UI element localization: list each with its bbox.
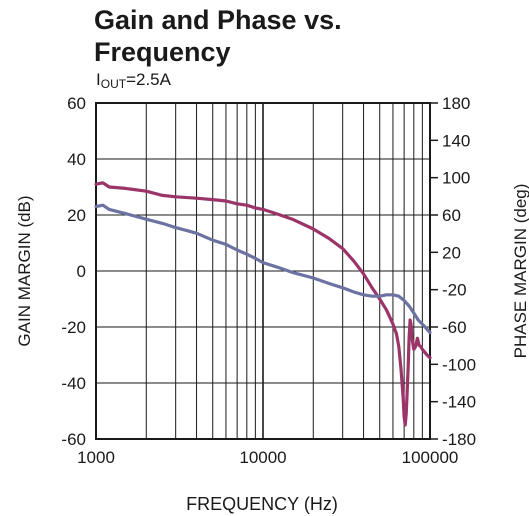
plot-frame: [95, 102, 431, 440]
series-line-2: [94, 203, 432, 335]
y-right-tick-label: 100: [442, 169, 470, 188]
y-left-tick-label: -20: [61, 318, 86, 337]
right-axis-ticks: 180 140 100 60 20 -20 -60 -100 -140 -180: [430, 94, 476, 449]
y-right-tick-label: -60: [442, 318, 467, 337]
series-line-1: [94, 181, 432, 427]
chart-title-line1: Gain and Phase vs.: [94, 5, 342, 35]
x-tick-label: 1000: [77, 448, 115, 467]
y-axis-right-label: PHASE MARGIN (deg): [511, 184, 529, 359]
chart-title: Gain and Phase vs. Frequency: [94, 4, 342, 68]
x-axis-ticks: 1000 10000 100000: [77, 448, 458, 467]
subtitle-rest: =2.5A: [126, 70, 171, 89]
y-left-tick-label: 60: [67, 94, 86, 113]
series-lines: [94, 181, 432, 427]
chart-title-line2: Frequency: [94, 37, 231, 67]
y-left-tick-label: 40: [67, 150, 86, 169]
left-axis-ticks: 60 40 20 0 -20 -40 -60: [61, 94, 86, 449]
y-right-tick-label: 60: [442, 206, 461, 225]
subtitle-main: I: [96, 70, 101, 89]
y-right-tick-label: -20: [442, 281, 467, 300]
x-tick-label: 100000: [402, 448, 459, 467]
y-right-tick-label: -180: [442, 430, 476, 449]
chart-subtitle: IOUT=2.5A: [96, 70, 171, 91]
x-axis-label: FREQUENCY (Hz): [186, 494, 338, 514]
y-right-tick-label: -140: [442, 393, 476, 412]
subtitle-subscript: OUT: [100, 77, 127, 91]
y-axis-left-label: GAIN MARGIN (dB): [15, 195, 34, 346]
y-left-tick-label: 0: [77, 262, 86, 281]
y-left-tick-label: -60: [61, 430, 86, 449]
y-right-tick-label: 180: [442, 94, 470, 113]
y-left-tick-label: -40: [61, 374, 86, 393]
grid: [96, 103, 430, 439]
y-right-tick-label: -100: [442, 355, 476, 374]
y-right-tick-label: 140: [442, 131, 470, 150]
y-right-tick-label: 20: [442, 243, 461, 262]
y-left-tick-label: 20: [67, 206, 86, 225]
x-tick-label: 10000: [239, 448, 286, 467]
